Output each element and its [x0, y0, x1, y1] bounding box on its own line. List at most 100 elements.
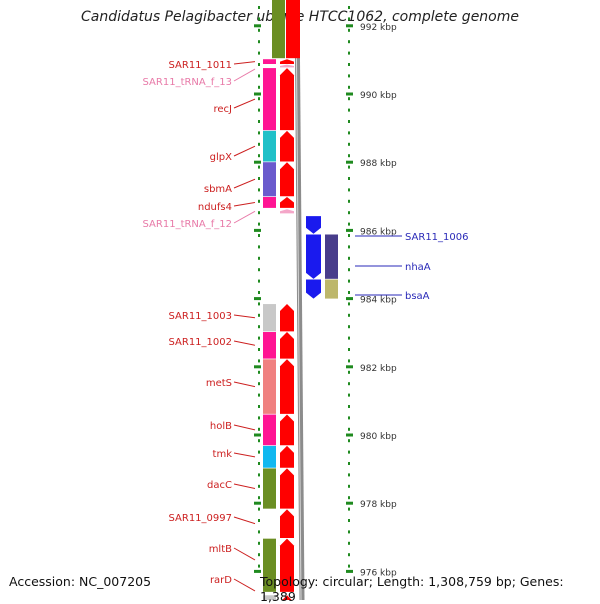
gene-leader-tmk [233, 452, 256, 458]
right-minor-tick [348, 120, 350, 123]
left-minor-tick [258, 416, 260, 420]
left-minor-tick [258, 496, 260, 500]
gene-box-holb [263, 414, 276, 446]
gene-leader-rard [233, 578, 256, 592]
gene-leader-dacc [233, 483, 256, 490]
right-minor-tick [348, 382, 350, 386]
left-major-tick [254, 24, 261, 28]
left-minor-tick [258, 17, 260, 21]
gene-leader-recj [233, 98, 256, 109]
backbone-line [294, 0, 305, 600]
right-minor-tick [348, 507, 350, 511]
left-major-tick [254, 365, 261, 369]
left-minor-tick [258, 40, 260, 44]
right-minor-tick [348, 370, 350, 374]
right-minor-tick [348, 245, 350, 249]
right-minor-tick [348, 211, 350, 215]
gene-arrow-mltb [280, 538, 294, 592]
gene-box-sar11-1002 [263, 332, 276, 359]
rev-label-nhaa: nhaA [405, 262, 431, 273]
left-minor-tick [258, 97, 260, 101]
gene-arrow-sar11-trna-f-13 [280, 64, 294, 68]
left-major-tick [254, 433, 261, 437]
left-minor-tick [258, 256, 260, 260]
gene-box-sar11-0997 [263, 509, 276, 538]
gene-arrow-dacc [280, 468, 294, 509]
tick-label-990: 990 kbp [360, 91, 397, 101]
left-minor-tick [258, 6, 260, 9]
right-major-tick [346, 92, 353, 96]
left-minor-tick [258, 177, 260, 180]
right-major-tick [346, 569, 353, 573]
left-minor-tick [258, 211, 260, 215]
gene-box-recj [263, 68, 276, 131]
right-minor-tick [348, 473, 350, 477]
left-major-tick [254, 569, 261, 573]
right-minor-tick [348, 325, 350, 329]
left-major-tick [254, 501, 261, 505]
left-minor-tick [258, 279, 260, 283]
gene-arrow-mets [280, 359, 294, 414]
right-minor-tick [348, 462, 350, 465]
left-minor-tick [258, 313, 260, 317]
left-minor-tick [258, 268, 260, 272]
gene-label-sbma: sbmA [204, 184, 232, 195]
left-minor-tick [258, 120, 260, 123]
left-minor-tick [258, 405, 260, 408]
right-minor-tick [348, 234, 350, 237]
gene-box-mltb [263, 538, 276, 592]
right-minor-tick [348, 564, 350, 568]
left-minor-tick [258, 439, 260, 443]
right-minor-tick [348, 348, 350, 351]
left-minor-tick [258, 291, 260, 294]
right-minor-tick [348, 165, 350, 169]
gene-box-mets [263, 359, 276, 414]
right-minor-tick [348, 222, 350, 226]
right-minor-tick [348, 393, 350, 397]
left-minor-tick [258, 222, 260, 226]
gene-leader-ndufs4 [233, 201, 256, 207]
left-major-tick [254, 92, 261, 96]
left-minor-tick [258, 484, 260, 488]
gene-box-sar11-1011 [263, 59, 276, 64]
right-minor-tick [348, 74, 350, 78]
right-minor-tick [348, 256, 350, 260]
right-minor-tick [348, 405, 350, 408]
gene-arrow-rard [282, 595, 292, 600]
accession-text: Accession: NC_007205 [9, 574, 152, 589]
rev-label-bsaa: bsaA [405, 291, 430, 302]
left-minor-tick [258, 154, 260, 158]
gene-box-sar11-trna-f-12 [263, 209, 276, 214]
tick-label-976: 976 kbp [360, 568, 397, 578]
left-minor-tick [258, 234, 260, 237]
gene-box-sbma [263, 162, 276, 197]
right-minor-tick [348, 63, 350, 66]
top-block-color [272, 0, 285, 59]
gene-box-sar11-1003 [263, 304, 276, 332]
gene-label-mltb: mltB [209, 544, 232, 555]
gene-label-sar11-trna-f-13: SAR11_tRNA_f_13 [143, 77, 232, 88]
right-major-tick [346, 365, 353, 369]
left-minor-tick [258, 370, 260, 374]
gene-arrow-sbma [280, 162, 294, 197]
gene-arrow-glpx [280, 130, 294, 162]
gene-arrow-ndufs4 [280, 196, 294, 208]
right-major-tick [346, 24, 353, 28]
right-minor-tick [348, 97, 350, 101]
right-minor-tick [348, 51, 350, 55]
tick-label-984: 984 kbp [360, 296, 397, 306]
left-minor-tick [258, 302, 260, 306]
gene-label-dacc: dacC [207, 480, 232, 491]
right-minor-tick [348, 553, 350, 557]
rev-box-sar11-1006 [325, 216, 338, 234]
gene-arrow-tmk [280, 445, 294, 468]
left-minor-tick [258, 473, 260, 477]
right-minor-tick [348, 359, 350, 363]
rev-label-sar11-1006: SAR11_1006 [405, 232, 469, 243]
left-minor-tick [258, 188, 260, 192]
gene-arrow-sar11-1003 [280, 304, 294, 332]
left-minor-tick [258, 541, 260, 545]
right-minor-tick [348, 142, 350, 146]
gene-label-sar11-1003: SAR11_1003 [169, 311, 233, 322]
gene-box-tmk [263, 445, 276, 468]
